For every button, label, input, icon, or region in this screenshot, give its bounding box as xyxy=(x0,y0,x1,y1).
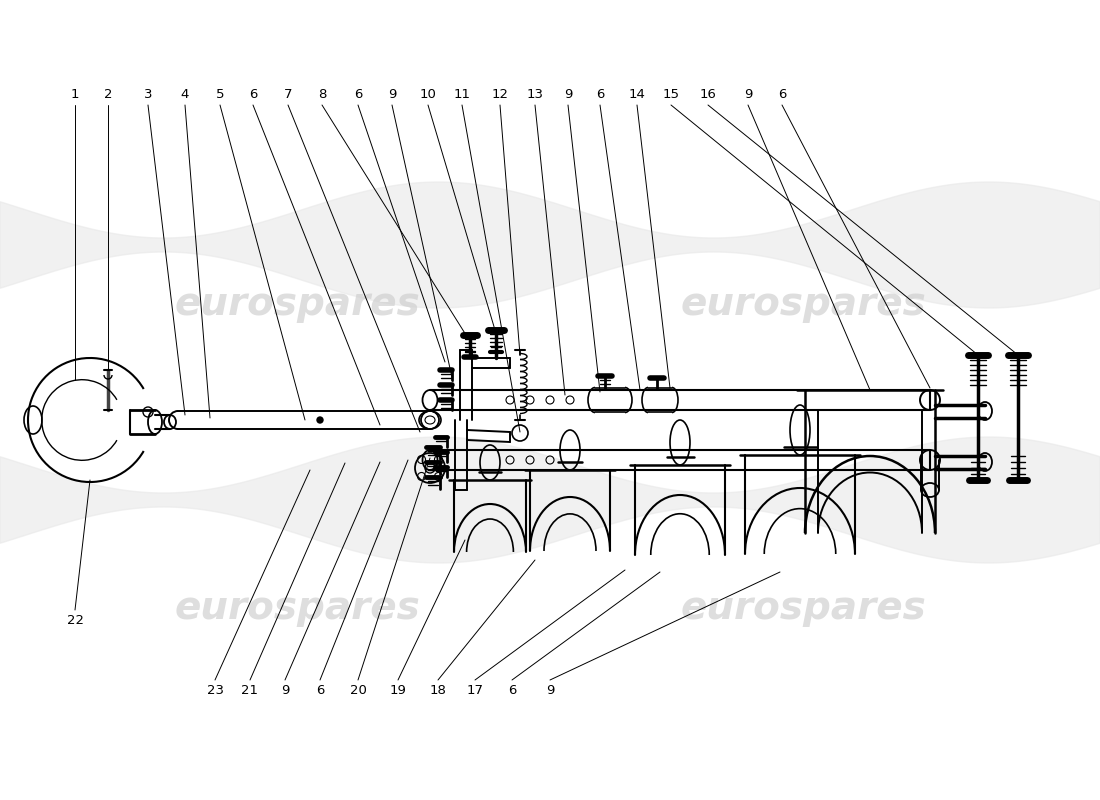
Text: 9: 9 xyxy=(546,683,554,697)
Text: 6: 6 xyxy=(596,89,604,102)
Text: 22: 22 xyxy=(66,614,84,626)
Text: 9: 9 xyxy=(744,89,752,102)
Text: 9: 9 xyxy=(564,89,572,102)
Text: 9: 9 xyxy=(388,89,396,102)
Text: 18: 18 xyxy=(430,683,447,697)
Text: 10: 10 xyxy=(419,89,437,102)
Text: 6: 6 xyxy=(508,683,516,697)
Text: 19: 19 xyxy=(389,683,406,697)
Text: 6: 6 xyxy=(354,89,362,102)
Text: 14: 14 xyxy=(628,89,646,102)
Text: 11: 11 xyxy=(453,89,471,102)
Text: 21: 21 xyxy=(242,683,258,697)
Text: 23: 23 xyxy=(207,683,223,697)
Text: 7: 7 xyxy=(284,89,293,102)
Text: eurospares: eurospares xyxy=(680,285,926,323)
Text: 1: 1 xyxy=(70,89,79,102)
Text: 6: 6 xyxy=(249,89,257,102)
Text: eurospares: eurospares xyxy=(174,589,420,627)
Text: 16: 16 xyxy=(700,89,716,102)
Text: 2: 2 xyxy=(103,89,112,102)
Text: 4: 4 xyxy=(180,89,189,102)
Text: 20: 20 xyxy=(350,683,366,697)
Text: 17: 17 xyxy=(466,683,484,697)
Text: 9: 9 xyxy=(280,683,289,697)
Text: 6: 6 xyxy=(316,683,324,697)
Text: 13: 13 xyxy=(527,89,543,102)
Text: 3: 3 xyxy=(144,89,152,102)
Text: eurospares: eurospares xyxy=(174,285,420,323)
Text: 6: 6 xyxy=(778,89,786,102)
Text: 12: 12 xyxy=(492,89,508,102)
Circle shape xyxy=(317,417,323,423)
Text: 15: 15 xyxy=(662,89,680,102)
Text: 5: 5 xyxy=(216,89,224,102)
Text: eurospares: eurospares xyxy=(680,589,926,627)
Text: 8: 8 xyxy=(318,89,327,102)
